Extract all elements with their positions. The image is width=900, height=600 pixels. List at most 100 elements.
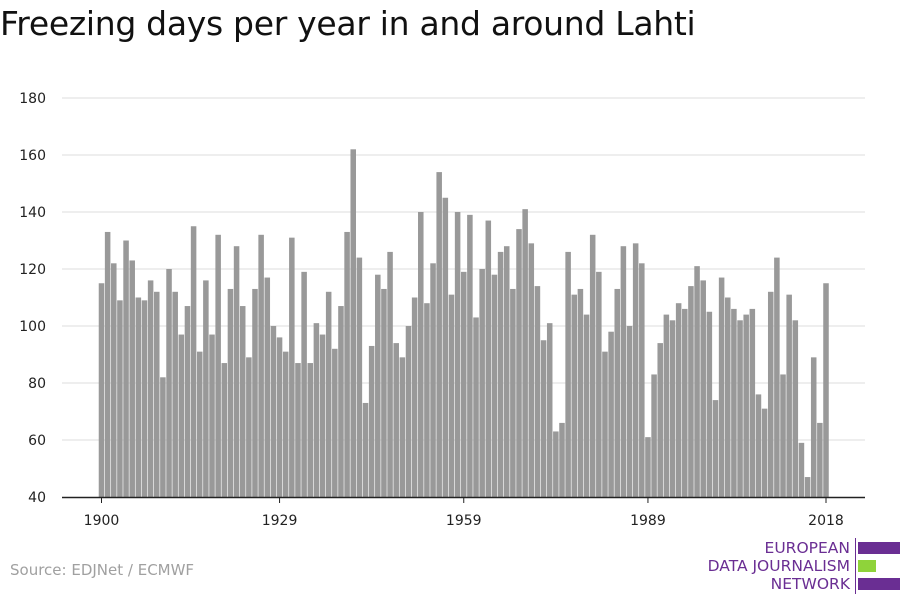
bar: [227, 288, 234, 497]
bar: [319, 334, 326, 497]
bar: [307, 363, 314, 497]
bar: [546, 323, 553, 497]
bar: [196, 351, 203, 497]
bar: [239, 306, 246, 497]
bar: [724, 297, 731, 497]
bar: [246, 357, 252, 497]
bar: [344, 231, 350, 497]
bar: [264, 277, 271, 497]
bar: [712, 400, 719, 497]
bar: [325, 291, 332, 497]
bar: [497, 251, 504, 497]
bar: [442, 197, 449, 497]
logo-line-3: NETWORK: [770, 575, 850, 593]
bar: [411, 297, 418, 497]
bar: [589, 234, 596, 498]
bar: [626, 326, 633, 497]
bar: [203, 280, 209, 497]
bar: [583, 314, 590, 497]
y-axis-ticks: 40 60 80 100 120 140 160 180: [19, 91, 46, 506]
bar: [817, 422, 823, 497]
y-tick-label: 120: [19, 262, 46, 278]
bar: [289, 237, 295, 497]
bar: [780, 374, 786, 497]
bar: [485, 220, 492, 498]
bar: [184, 306, 191, 497]
bar: [172, 291, 178, 497]
bar: [792, 320, 799, 497]
bar: [614, 288, 621, 497]
y-tick-label: 80: [28, 376, 46, 392]
bar: [669, 320, 676, 497]
bar: [810, 357, 817, 497]
bar: [534, 286, 541, 497]
bar: [258, 234, 264, 498]
bar: [98, 283, 105, 497]
x-tick-label: 1929: [262, 513, 298, 529]
bar: [473, 317, 479, 497]
bar: [424, 303, 430, 497]
bar: [276, 337, 283, 497]
x-tick-label: 1959: [446, 513, 482, 529]
bar: [460, 271, 467, 497]
bar: [718, 277, 725, 497]
bar: [135, 297, 142, 497]
x-tick-label: 1989: [630, 513, 666, 529]
bar: [270, 326, 277, 497]
logo-line-1: EUROPEAN: [764, 539, 850, 557]
bar: [749, 308, 756, 497]
bar: [553, 431, 559, 497]
chart-title: Freezing days per year in and around Lah…: [0, 4, 696, 43]
bar: [737, 320, 743, 497]
bar: [608, 331, 614, 497]
bar: [663, 314, 670, 497]
bar: [620, 246, 627, 497]
edjnet-logo: EUROPEAN DATA JOURNALISM NETWORK: [690, 538, 900, 594]
bar: [516, 229, 522, 497]
x-tick-label: 1900: [84, 513, 120, 529]
bar: [491, 274, 498, 497]
bar: [160, 377, 166, 497]
bar: [786, 294, 792, 497]
bar: [706, 311, 713, 497]
bar: [755, 394, 762, 497]
bar: [387, 251, 393, 497]
bar: [804, 477, 811, 497]
bar: [602, 351, 608, 497]
bar: [350, 149, 356, 498]
y-tick-label: 40: [28, 490, 46, 506]
bar: [798, 442, 805, 497]
bar: [399, 357, 406, 497]
logo-bar-purple-bottom: [858, 578, 900, 590]
bar: [688, 286, 694, 497]
bar: [767, 291, 774, 497]
bar: [356, 257, 363, 497]
bar: [577, 288, 584, 497]
bar: [645, 437, 651, 497]
bar: [147, 280, 154, 497]
bar: [510, 288, 516, 497]
bar: [153, 291, 160, 497]
bar: [639, 263, 645, 497]
bar: [141, 300, 148, 497]
bar: [375, 274, 381, 497]
bar: [467, 214, 473, 497]
bar: [221, 363, 228, 497]
bar: [362, 402, 369, 497]
bar: [393, 343, 399, 497]
bar: [454, 212, 461, 497]
bar: [596, 271, 602, 497]
bar: [123, 240, 129, 497]
bar: [233, 246, 240, 497]
bar: [166, 269, 172, 497]
bar: [295, 363, 301, 497]
bar: [675, 303, 682, 497]
logo-bar-purple-top: [858, 542, 900, 554]
logo-divider: [855, 538, 856, 594]
bar: [332, 348, 338, 497]
source-note: Source: EDJNet / ECMWF: [10, 561, 195, 579]
bar: [104, 231, 111, 497]
bar: [430, 263, 436, 497]
bar: [418, 212, 424, 497]
bar: [190, 226, 197, 497]
